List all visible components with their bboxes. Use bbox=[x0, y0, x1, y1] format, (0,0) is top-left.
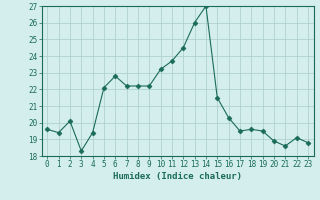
X-axis label: Humidex (Indice chaleur): Humidex (Indice chaleur) bbox=[113, 172, 242, 181]
